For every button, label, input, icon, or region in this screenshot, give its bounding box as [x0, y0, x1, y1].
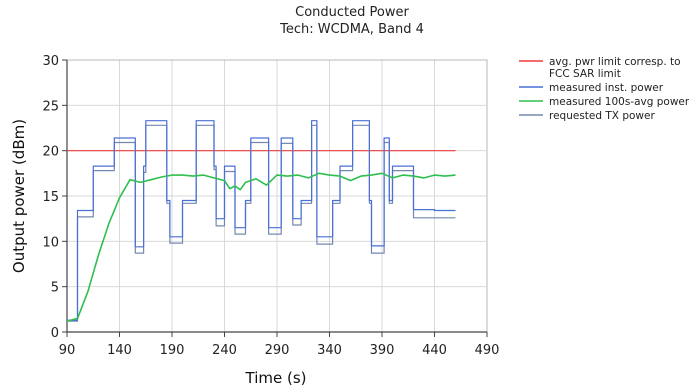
x-tick-label: 390 [370, 343, 395, 358]
series-layer [66, 120, 456, 322]
legend-label: requested TX power [549, 110, 655, 122]
y-axis-label: Output power (dBm) [10, 119, 28, 273]
y-tick-label: 15 [42, 190, 59, 205]
x-axis-label: Time (s) [245, 369, 307, 387]
y-tick-label: 20 [42, 145, 59, 160]
x-tick-label: 490 [475, 343, 500, 358]
y-tick-label: 0 [51, 326, 59, 341]
x-tick-label: 90 [59, 343, 76, 358]
x-tick-label: 190 [160, 343, 185, 358]
series-line-measured-100s-avg-power [66, 172, 456, 322]
y-tick-label: 30 [42, 54, 59, 69]
legend-label: measured inst. power [549, 82, 664, 94]
x-tick-label: 440 [422, 343, 447, 358]
x-axis-ticks: 90 140 190 240 290 340 390 440 490 [59, 332, 500, 358]
legend: avg. pwr limit corresp. to FCC SAR limit m… [519, 56, 689, 122]
y-tick-label: 10 [42, 235, 59, 250]
chart-title: Conducted Power [295, 5, 409, 20]
series-line-requested-tx-power [67, 124, 456, 322]
x-tick-label: 290 [265, 343, 290, 358]
x-tick-label: 140 [107, 343, 132, 358]
series-line-measured-inst-power [67, 120, 456, 321]
x-tick-label: 340 [317, 343, 342, 358]
legend-label: avg. pwr limit corresp. to FCC SAR limit [549, 56, 681, 80]
y-tick-label: 5 [51, 281, 59, 296]
x-tick-label: 240 [212, 343, 237, 358]
legend-label: measured 100s-avg power [549, 96, 689, 108]
y-axis-ticks: 0 5 10 15 20 25 30 [42, 54, 67, 341]
grid [66, 59, 488, 333]
chart-subtitle: Tech: WCDMA, Band 4 [279, 22, 424, 37]
y-tick-label: 25 [42, 99, 59, 114]
